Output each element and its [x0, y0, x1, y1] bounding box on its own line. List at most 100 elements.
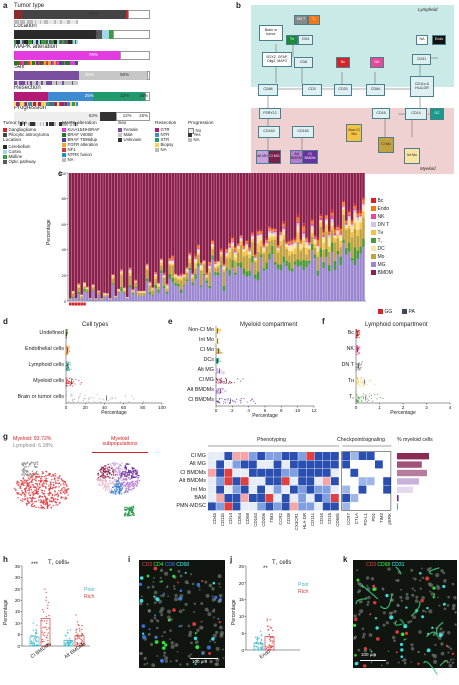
sample-mosaic-cell	[18, 122, 21, 126]
bar-segment	[74, 299, 78, 301]
data-point	[84, 395, 86, 397]
group-swatch	[402, 309, 407, 314]
bar-segment	[310, 227, 314, 233]
bar-segment-bmdm	[316, 173, 320, 238]
group-strip	[225, 302, 229, 306]
sample-mosaic-cell	[34, 40, 37, 44]
bar-segment	[157, 292, 160, 301]
legend-swatch	[155, 127, 159, 132]
sample-mosaic-cell	[15, 102, 18, 106]
bar-segment	[69, 298, 72, 300]
bar-segment	[356, 210, 360, 214]
bar-segment	[313, 254, 317, 259]
sample-mosaic-cell	[34, 102, 37, 106]
bar-segment	[111, 284, 115, 301]
group-strip	[208, 302, 212, 306]
bar-segment	[111, 275, 115, 277]
bar-segment	[77, 283, 81, 285]
bar-segment	[310, 225, 314, 228]
bar-segment-bmdm	[359, 173, 362, 211]
gate-th: Tʜ	[286, 35, 298, 45]
bar-segment	[148, 281, 152, 283]
sample-mosaic-cell	[52, 61, 55, 65]
bar-segment	[322, 249, 325, 262]
nucleus	[366, 584, 369, 587]
stained-cell	[389, 615, 394, 620]
sample-mosaic-cell	[30, 20, 32, 24]
bar-segment	[316, 270, 320, 276]
bar-segment	[123, 293, 126, 301]
sample-mosaic-cell	[62, 40, 64, 44]
nucleus	[367, 600, 370, 604]
bar-segment	[171, 260, 175, 262]
bar-segment	[205, 275, 209, 277]
legend-title: Tumor type	[3, 121, 28, 126]
bar-segment	[188, 256, 192, 259]
legend-label: NTR	[160, 131, 170, 137]
sample-mosaic-cell	[31, 122, 34, 126]
bar-segment	[80, 298, 83, 301]
bar-segment	[302, 270, 305, 301]
bar-segment-bmdm	[80, 173, 83, 295]
bar-segment	[310, 250, 314, 301]
bar-segment	[271, 245, 274, 255]
bar-segment	[330, 222, 334, 226]
bar-segment	[251, 262, 254, 301]
data-point	[215, 331, 217, 333]
sample-mosaic-cell	[33, 102, 35, 106]
sample-mosaic-cell	[55, 20, 58, 24]
sample-mosaic-cell	[70, 102, 72, 106]
bar-segment	[160, 272, 163, 301]
bar-segment	[251, 255, 254, 263]
bar-segment	[259, 257, 263, 301]
bar-segment	[194, 278, 197, 301]
gate-cd16: CD16	[372, 108, 390, 119]
bar-segment	[180, 280, 183, 290]
bar-segment-bmdm	[106, 173, 109, 294]
nucleus	[439, 627, 443, 631]
group-strip	[271, 302, 274, 306]
data-point	[78, 396, 80, 399]
bar-segment	[339, 265, 342, 301]
nucleus	[421, 576, 425, 580]
bar-segment	[74, 298, 78, 300]
bar-segment	[211, 240, 214, 242]
legend-entry: Pilocytic astrocytoma	[3, 132, 49, 137]
sample-mosaic-cell	[38, 122, 40, 126]
sample-mosaic-cell	[73, 61, 75, 65]
bar-segment	[239, 235, 243, 236]
bar-segment	[350, 260, 354, 301]
bar-segment	[276, 246, 280, 248]
sample-mosaic-cell	[14, 20, 16, 24]
legend-entry: NK	[371, 214, 384, 220]
panel-d-label: d	[3, 317, 8, 326]
bar-segment	[114, 297, 118, 298]
legend-label: Bc	[377, 197, 384, 204]
y-tick-label: 20	[61, 272, 66, 278]
sample-mosaic-cell	[20, 61, 23, 65]
bar-segment	[168, 273, 172, 279]
bar-segment	[165, 284, 169, 286]
bar-segment	[328, 231, 331, 234]
bar-segment	[182, 273, 186, 275]
bar-segment	[208, 262, 212, 265]
bar-segment	[222, 265, 226, 268]
bar-segment	[131, 289, 135, 291]
bar-segment	[296, 225, 300, 233]
bar-segment	[111, 278, 115, 284]
bar-segment	[288, 270, 291, 301]
bar-segment	[285, 248, 288, 261]
bar-segment	[199, 285, 203, 287]
bar-segment	[254, 262, 257, 275]
bar-segment	[180, 289, 183, 294]
bar-segment	[296, 259, 300, 267]
bar-segment	[299, 239, 303, 241]
bar-segment	[256, 233, 260, 236]
bar-segment-bmdm	[160, 173, 163, 259]
bar-segment	[77, 293, 81, 301]
bar-segment	[165, 286, 169, 288]
bar-segment	[288, 262, 291, 271]
bar-segment	[83, 282, 86, 284]
bar-segment	[245, 243, 249, 245]
